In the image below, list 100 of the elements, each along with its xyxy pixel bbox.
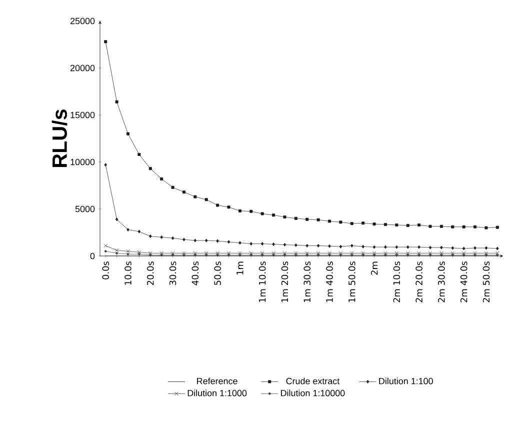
point [362, 244, 364, 248]
x-tick-label: 2m 50.0s [482, 261, 490, 302]
y-tick-label: 25000 [70, 18, 95, 24]
x-tick-label: 2m 20.0s [416, 261, 422, 302]
point [339, 244, 342, 248]
point [428, 224, 432, 228]
point [328, 251, 332, 256]
point [406, 245, 410, 249]
x-tick-label: 50.0s [214, 261, 221, 285]
x-tick-label: 1m 10.0s [258, 261, 266, 302]
x-tick-label: 1m 50.0s [348, 261, 356, 302]
y-tick-label: 20000 [70, 64, 95, 72]
point [462, 246, 466, 250]
point [171, 236, 174, 240]
point [182, 190, 186, 194]
point [495, 251, 500, 256]
point [384, 223, 387, 226]
point [462, 225, 466, 228]
point [148, 234, 152, 238]
point [272, 214, 276, 217]
point [194, 238, 197, 242]
point [104, 163, 107, 167]
y-tick-label: 10000 [70, 158, 95, 166]
point [372, 222, 376, 226]
legend-label: Dilution 1:100 [379, 378, 433, 384]
point [394, 251, 399, 256]
x-tick-label: 40.0s [192, 261, 199, 286]
y-tick-label: 15000 [70, 112, 95, 118]
x-tick-label: 0.0s [102, 261, 109, 280]
x-tick-label: 2m [370, 262, 378, 275]
x-tick-label: 2m 40.0s [460, 261, 468, 302]
point [194, 195, 197, 198]
point [272, 251, 276, 256]
point [115, 218, 118, 222]
point [170, 251, 175, 256]
point [204, 238, 208, 242]
point [306, 244, 308, 248]
point [294, 243, 298, 247]
point [182, 251, 186, 256]
point [204, 251, 208, 256]
point [260, 251, 264, 256]
point [451, 246, 454, 250]
point [439, 251, 444, 256]
point [148, 251, 152, 256]
x-tick-label: 10.0s [124, 261, 132, 285]
point [272, 242, 275, 246]
point [338, 251, 343, 256]
legend-label: Dilution 1:1000 [188, 390, 247, 396]
x-tick-label: 1m [236, 262, 244, 274]
point [294, 251, 298, 256]
point [406, 224, 410, 227]
point [148, 167, 152, 170]
point [496, 226, 499, 229]
point [462, 251, 466, 256]
point [361, 251, 366, 256]
point [260, 242, 264, 246]
point [160, 235, 163, 239]
point [328, 244, 331, 248]
point [283, 215, 286, 218]
point [282, 251, 287, 256]
point [249, 251, 254, 256]
x-tick-label: 1m 30.0s [304, 261, 310, 302]
y-tick-label: 5000 [75, 206, 95, 212]
point [160, 251, 164, 256]
point [418, 245, 420, 249]
point [238, 241, 242, 245]
point [305, 251, 310, 256]
point [226, 251, 231, 256]
point [440, 246, 443, 250]
point [316, 244, 320, 248]
point [160, 177, 164, 180]
point [474, 225, 477, 228]
point [283, 242, 286, 247]
point [339, 220, 342, 224]
point [350, 244, 354, 248]
point [440, 224, 443, 228]
point [450, 251, 455, 256]
point [115, 100, 118, 104]
point [216, 239, 219, 243]
point [227, 240, 230, 244]
point [250, 210, 253, 213]
legend-label: Reference [197, 378, 238, 384]
y-axis-title: RLU/s [52, 110, 68, 167]
point [428, 246, 432, 250]
point [350, 222, 354, 226]
point [362, 222, 365, 225]
point [418, 223, 421, 226]
legend-label: Dilution 1:10000 [281, 390, 345, 396]
point [227, 206, 230, 209]
point [384, 251, 388, 256]
point [137, 250, 142, 254]
point [484, 226, 488, 230]
point [372, 251, 376, 256]
point [372, 245, 376, 249]
point [306, 218, 309, 221]
legend-label: Crude extract [286, 378, 340, 384]
x-tick-label: 2m 10.0s [393, 261, 400, 302]
point [316, 251, 320, 256]
y-tick-label: 0 [90, 252, 95, 260]
point [238, 209, 242, 212]
